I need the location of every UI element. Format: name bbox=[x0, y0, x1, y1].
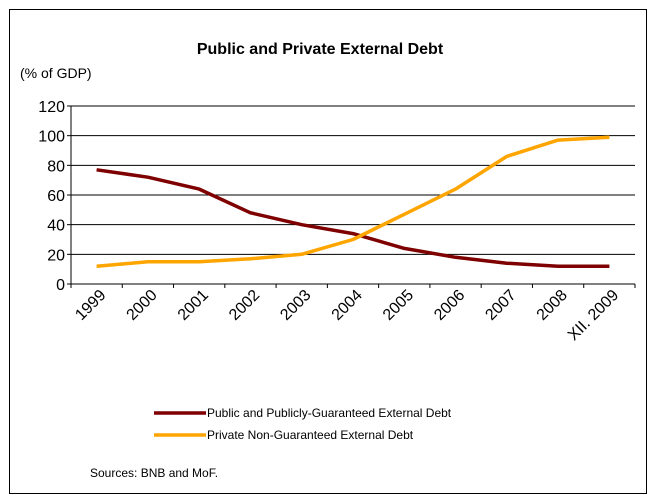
y-tick-label: 20 bbox=[47, 247, 65, 264]
x-tick-label: 2007 bbox=[482, 287, 519, 324]
x-tick-label: 2001 bbox=[175, 287, 212, 324]
chart-canvas: Public and Private External Debt (% of G… bbox=[20, 41, 636, 480]
x-tick-label: 2003 bbox=[277, 287, 314, 324]
x-tick-label: 2008 bbox=[534, 287, 571, 324]
series-lines bbox=[96, 135, 610, 268]
y-tick-label: 80 bbox=[47, 158, 65, 175]
x-tick-label: 2006 bbox=[431, 287, 468, 324]
y-unit-label: (% of GDP) bbox=[20, 65, 92, 81]
chart-frame: Public and Private External Debt (% of G… bbox=[9, 9, 647, 494]
x-tick-label: XII. 2009 bbox=[565, 287, 622, 344]
x-tick-label: 2000 bbox=[124, 287, 161, 324]
y-tick-labels: 0 20 40 60 80 100 120 bbox=[38, 99, 65, 294]
x-tick-label: 1999 bbox=[72, 287, 109, 324]
gridlines bbox=[71, 105, 635, 255]
series-line-1 bbox=[96, 168, 610, 268]
source-note: Sources: BNB and MoF. bbox=[90, 466, 218, 480]
axes bbox=[67, 105, 636, 288]
x-tick-label: 2002 bbox=[226, 287, 263, 324]
y-tick-label: 60 bbox=[47, 188, 65, 205]
y-tick-label: 120 bbox=[38, 99, 65, 116]
legend-label-2: Private Non-Guaranteed External Debt bbox=[207, 428, 414, 442]
y-tick-label: 0 bbox=[56, 277, 65, 294]
chart-title: Public and Private External Debt bbox=[197, 41, 444, 58]
x-tick-labels: 1999 2000 2001 2002 2003 2004 2005 2006 2007 2008… bbox=[72, 287, 622, 344]
x-tick-label: 2004 bbox=[329, 287, 366, 324]
series-line-2 bbox=[96, 135, 610, 268]
legend-label-1: Public and Publicly-Guaranteed External … bbox=[207, 406, 452, 420]
y-tick-label: 40 bbox=[47, 218, 65, 235]
legend: Public and Publicly-Guaranteed External … bbox=[154, 406, 452, 442]
x-tick-label: 2005 bbox=[380, 287, 417, 324]
y-tick-label: 100 bbox=[38, 129, 65, 146]
